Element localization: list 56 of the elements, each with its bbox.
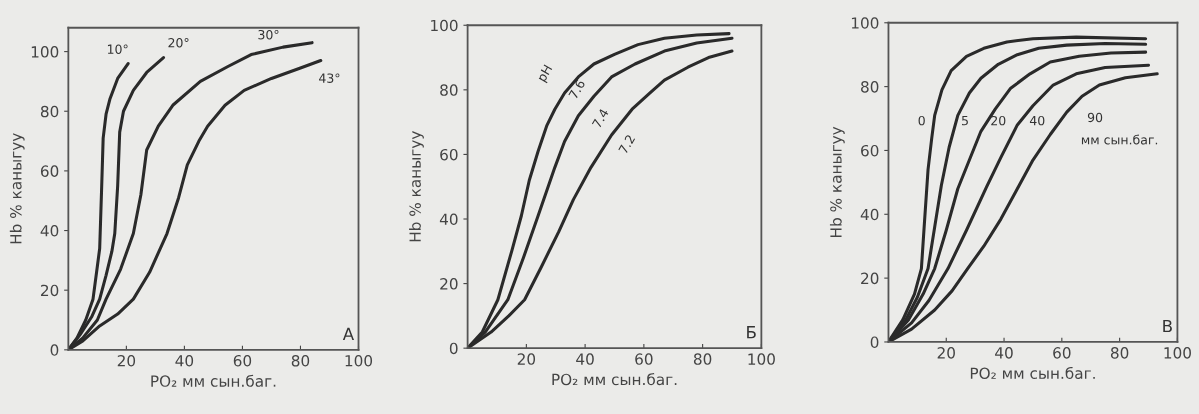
x-tick-label: 60 [635, 353, 653, 365]
y-tick-label: 20 [861, 272, 879, 285]
y-tick-label: 60 [40, 165, 59, 177]
y-tick-label: 60 [440, 148, 458, 161]
y-tick-label: 80 [861, 81, 879, 93]
y-axis-title: Hb % каныгуу [409, 131, 424, 242]
annotation: 7.4 [591, 108, 609, 129]
x-tick-label: 100 [345, 354, 373, 367]
x-tick-label: 80 [291, 354, 310, 367]
annotation: 20 [991, 115, 1006, 126]
y-tick-label: 40 [860, 208, 879, 221]
x-tick-label: 40 [175, 354, 194, 367]
annotation: мм сын.баг. [1081, 134, 1158, 145]
y-tick-label: 40 [40, 225, 59, 237]
annotation: 40 [1029, 115, 1045, 126]
annotation: 10° [107, 44, 128, 54]
annotation: 43° [319, 73, 340, 83]
annotation: 20° [168, 38, 189, 48]
y-axis-title: Hb % каныгуу [9, 133, 25, 244]
y-tick-label: 60 [861, 144, 879, 157]
annotation: pH [536, 64, 555, 84]
x-tick-label: 80 [1110, 347, 1129, 359]
annotation: 0 [918, 115, 925, 126]
x-tick-label: 100 [748, 353, 775, 365]
x-axis-title: PO₂ мм сын.баг. [970, 366, 1095, 379]
y-tick-label: 20 [440, 278, 458, 290]
x-tick-label: 40 [576, 353, 594, 365]
y-tick-label: 100 [31, 46, 59, 58]
x-tick-label: 80 [693, 353, 712, 365]
annotation: В [1163, 319, 1172, 333]
y-tick-label: 0 [50, 344, 59, 356]
y-tick-label: 0 [449, 342, 458, 355]
annotation: А [342, 327, 355, 340]
x-tick-label: 20 [517, 353, 536, 365]
annotation: 90 [1087, 112, 1103, 123]
y-axis-title: Hb % каныгуу [829, 126, 845, 237]
y-tick-label: 40 [439, 213, 458, 226]
y-tick-label: 80 [440, 84, 458, 96]
x-tick-label: 60 [1053, 347, 1071, 359]
x-axis-title: PO₂ мм сын.баг. [151, 374, 276, 387]
x-tick-label: 20 [937, 347, 955, 359]
x-tick-label: 100 [1164, 347, 1191, 359]
x-tick-label: 40 [995, 347, 1013, 359]
y-tick-label: 100 [851, 17, 879, 29]
x-axis-title: PO₂ мм сын.баг. [552, 373, 677, 386]
y-tick-label: 20 [40, 284, 59, 297]
annotation: 7.2 [618, 134, 636, 155]
x-tick-label: 60 [233, 354, 252, 367]
annotation: 7.6 [568, 79, 586, 100]
y-tick-label: 80 [40, 105, 59, 118]
y-tick-label: 0 [870, 336, 879, 348]
annotation: Б [747, 326, 756, 339]
x-tick-label: 20 [117, 354, 136, 367]
annotation: 5 [962, 116, 968, 126]
annotation: 30° [258, 29, 279, 40]
y-tick-label: 100 [431, 19, 458, 32]
